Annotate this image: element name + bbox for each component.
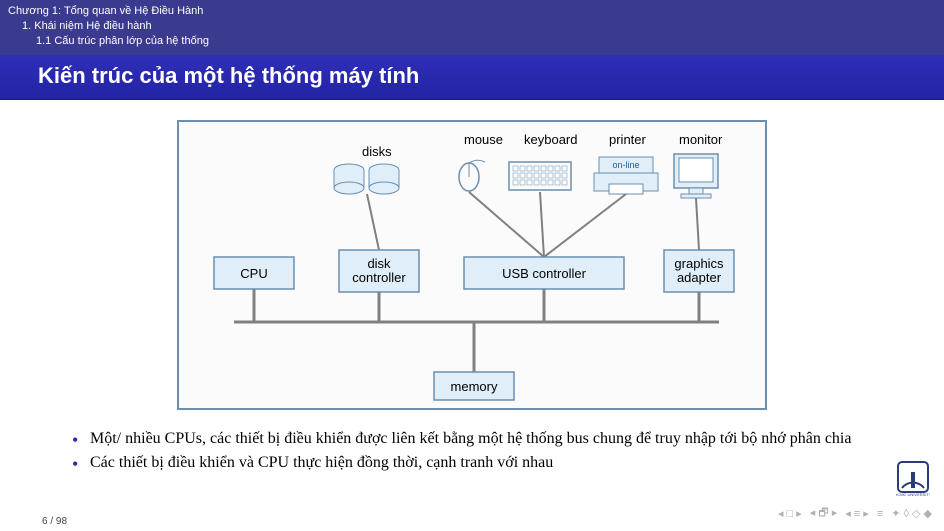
breadcrumb-header: Chương 1: Tổng quan về Hệ Điều Hành 1. K… <box>0 0 944 55</box>
diagram-container: disks mouse keyboard printer monitor on-line C… <box>0 100 944 410</box>
svg-text:USB controller: USB controller <box>502 266 586 281</box>
nav-icon[interactable]: ◂ 🗗 ▸ <box>810 504 837 523</box>
university-logo-icon: HCMC UNIVERSITY <box>896 458 930 503</box>
beamer-nav-icons[interactable]: ◂ □ ▸ ◂ 🗗 ▸ ◂ ≡ ▸ ≡ ✦ ◊ ◇ ◆ <box>778 504 932 523</box>
breadcrumb-chapter: Chương 1: Tổng quan về Hệ Điều Hành <box>8 4 936 19</box>
bullet-item: Một/ nhiều CPUs, các thiết bị điều khiển… <box>90 428 904 450</box>
svg-text:disks: disks <box>362 144 392 159</box>
svg-text:on-line: on-line <box>612 160 639 170</box>
svg-text:HCMC UNIVERSITY: HCMC UNIVERSITY <box>896 492 930 497</box>
nav-icon[interactable]: ≡ <box>877 508 883 520</box>
svg-text:CPU: CPU <box>240 266 267 281</box>
svg-text:printer: printer <box>609 132 647 147</box>
breadcrumb-section: 1. Khái niệm Hệ điều hành <box>8 19 936 34</box>
svg-text:adapter: adapter <box>677 270 722 285</box>
nav-icon[interactable]: ✦ ◊ ◇ ◆ <box>891 507 932 520</box>
bullet-item: Các thiết bị điều khiển và CPU thực hiện… <box>90 452 904 474</box>
svg-text:monitor: monitor <box>679 132 723 147</box>
bullet-list: Một/ nhiều CPUs, các thiết bị điều khiển… <box>0 410 944 475</box>
svg-text:mouse: mouse <box>464 132 503 147</box>
svg-text:keyboard: keyboard <box>524 132 577 147</box>
nav-icon[interactable]: ◂ ≡ ▸ <box>845 507 869 520</box>
svg-text:disk: disk <box>367 256 391 271</box>
slide-title: Kiến trúc của một hệ thống máy tính <box>0 55 944 100</box>
svg-text:memory: memory <box>451 379 498 394</box>
nav-icon[interactable]: ◂ □ ▸ <box>778 507 802 520</box>
page-number: 6 / 98 <box>42 516 67 527</box>
svg-text:controller: controller <box>352 270 406 285</box>
svg-text:graphics: graphics <box>674 256 724 271</box>
breadcrumb-subsection: 1.1 Cấu trúc phân lớp của hệ thống <box>8 34 936 49</box>
architecture-diagram: disks mouse keyboard printer monitor on-line C… <box>177 120 767 410</box>
